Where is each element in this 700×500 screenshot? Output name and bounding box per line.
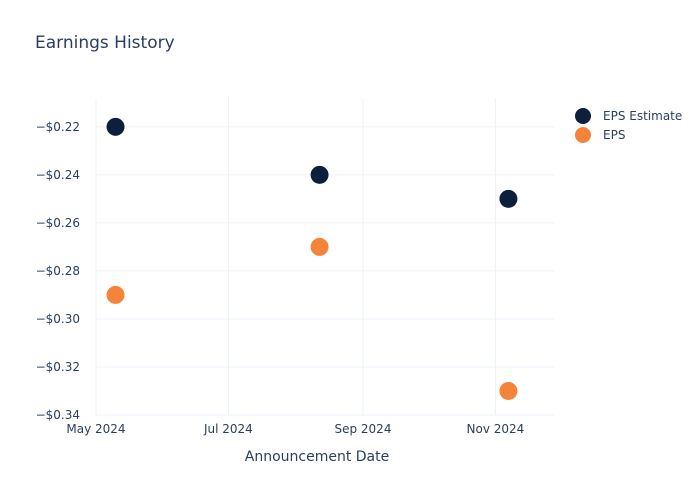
y-tick-label: −$0.32: [36, 360, 80, 374]
data-point-eps[interactable]: [106, 285, 125, 304]
x-tick-label: Sep 2024: [334, 422, 391, 436]
y-tick-label: −$0.34: [36, 408, 80, 422]
y-tick-label: −$0.28: [36, 264, 80, 278]
x-axis-title: Announcement Date: [245, 449, 389, 465]
legend-marker-eps: [575, 126, 591, 143]
data-point-eps-estimate[interactable]: [310, 165, 329, 184]
x-axis-ticks: May 2024 Jul 2024 Sep 2024 Nov 2024: [66, 422, 524, 436]
y-tick-label: −$0.22: [36, 120, 80, 134]
y-tick-label: −$0.24: [36, 168, 80, 182]
data-point-eps[interactable]: [499, 381, 518, 400]
y-tick-label: −$0.26: [36, 216, 80, 230]
grid-layer: [95, 98, 554, 416]
x-tick-label: May 2024: [66, 422, 125, 436]
legend: EPS Estimate EPS: [575, 106, 682, 144]
data-points: [106, 117, 518, 400]
x-tick-label: Jul 2024: [203, 422, 253, 436]
legend-label-eps: EPS: [603, 127, 626, 142]
y-tick-label: −$0.30: [36, 312, 80, 326]
legend-marker-eps-estimate: [575, 107, 591, 124]
legend-label-eps-estimate: EPS Estimate: [603, 108, 683, 123]
y-axis-ticks: −$0.22 −$0.24 −$0.26 −$0.28 −$0.30 −$0.32 −$0.…: [36, 120, 80, 422]
data-point-eps-estimate[interactable]: [106, 117, 125, 136]
data-point-eps[interactable]: [310, 237, 329, 256]
x-tick-label: Nov 2024: [467, 422, 525, 436]
chart-title: Earnings History: [35, 33, 175, 53]
data-point-eps-estimate[interactable]: [499, 189, 518, 208]
legend-item-eps[interactable]: EPS: [575, 125, 682, 144]
legend-item-eps-estimate[interactable]: EPS Estimate: [575, 106, 682, 125]
